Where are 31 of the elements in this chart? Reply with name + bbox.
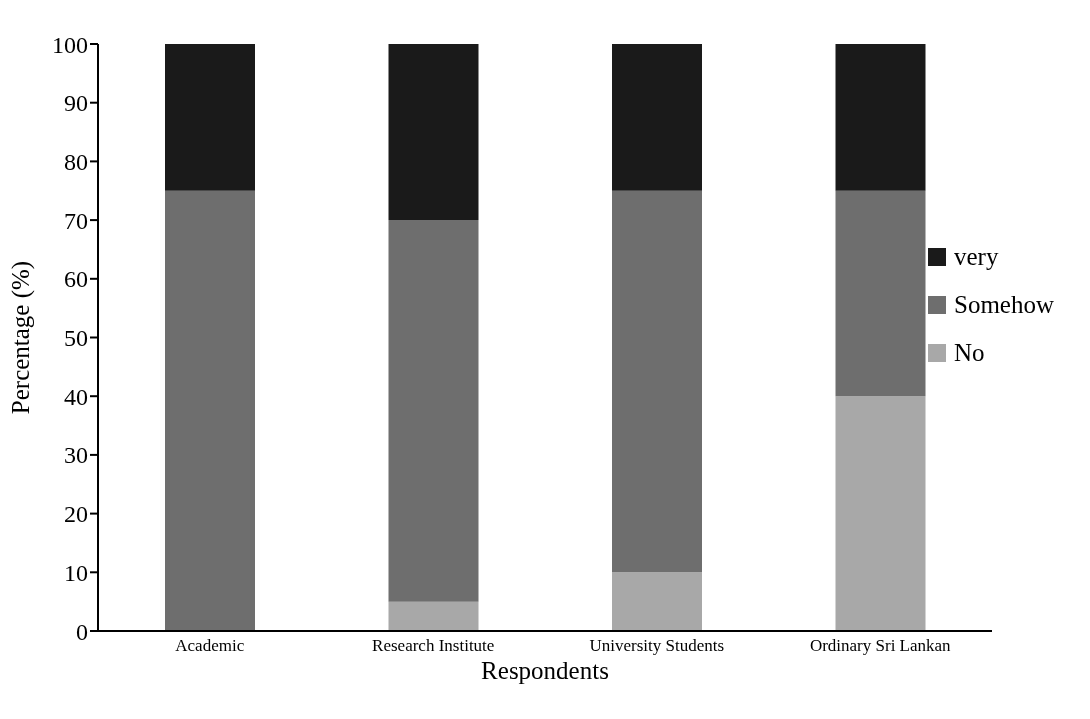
y-tick-label: 10 bbox=[64, 559, 88, 586]
bar bbox=[388, 601, 479, 631]
x-tick-label: University Students bbox=[589, 636, 725, 656]
bar bbox=[835, 190, 926, 397]
x-tick-label: Ordinary Sri Lankan bbox=[809, 636, 952, 656]
y-axis-title: Percentage (%) bbox=[6, 260, 35, 415]
bar bbox=[165, 190, 255, 631]
bar bbox=[388, 220, 479, 602]
x-tick-label: Academic bbox=[175, 636, 245, 656]
y-tick-label: 80 bbox=[64, 148, 88, 175]
y-tick-label: 90 bbox=[64, 90, 88, 117]
bar bbox=[612, 44, 702, 191]
legend-label: No bbox=[954, 339, 985, 367]
y-tick-label: 70 bbox=[64, 207, 88, 234]
bar bbox=[835, 396, 926, 631]
y-tick-label: 100 bbox=[52, 31, 88, 58]
bar bbox=[612, 190, 702, 573]
legend-label: Somehow bbox=[954, 291, 1054, 319]
y-tick-label: 60 bbox=[64, 266, 88, 293]
legend-label: very bbox=[954, 243, 999, 271]
x-tick-label: Research Institute bbox=[372, 636, 495, 656]
y-tick-label: 20 bbox=[64, 501, 88, 528]
x-axis-title: Respondents bbox=[481, 657, 609, 684]
bar bbox=[165, 44, 255, 191]
bar bbox=[388, 44, 479, 221]
y-tick-label: 0 bbox=[76, 618, 88, 645]
y-tick-label: 40 bbox=[64, 383, 88, 410]
bar bbox=[612, 572, 702, 631]
y-tick-label: 50 bbox=[64, 325, 88, 352]
y-tick-label: 30 bbox=[64, 442, 88, 469]
bar bbox=[835, 44, 926, 191]
